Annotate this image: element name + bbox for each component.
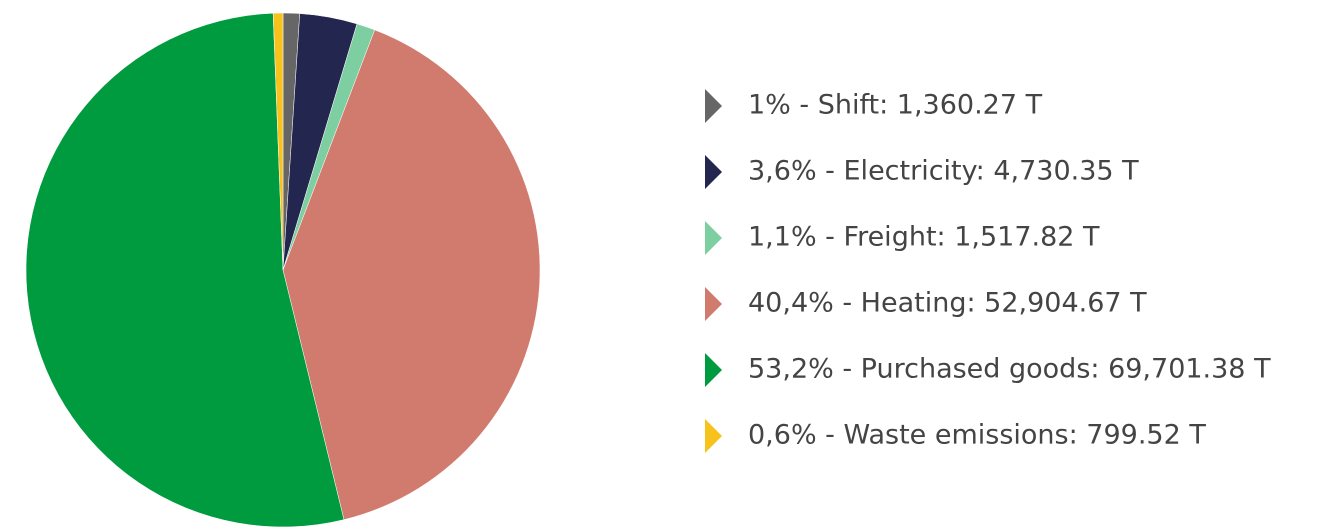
legend-label: 0,6% - Waste emissions: 799.52 T [748,420,1206,451]
legend-label: 53,2% - Purchased goods: 69,701.38 T [748,354,1271,385]
legend-marker [705,221,722,255]
legend-marker [705,353,722,387]
pie-slice [272,12,284,271]
pie-slice [282,29,541,520]
pie-slice [25,12,345,527]
legend-label: 3,6% - Electricity: 4,730.35 T [748,156,1139,187]
legend-marker [705,89,722,123]
legend-marker [705,419,722,453]
legend-label: 1,1% - Freight: 1,517.82 T [748,222,1100,253]
legend-label: 1% - Shift: 1,360.27 T [748,90,1043,121]
legend-marker [705,155,722,189]
legend-label: 40,4% - Heating: 52,904.67 T [748,288,1147,319]
legend-marker [705,287,722,321]
